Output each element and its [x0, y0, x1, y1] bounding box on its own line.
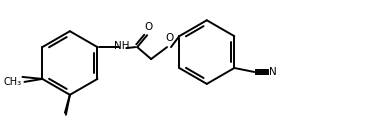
Text: NH: NH [114, 41, 129, 51]
Text: O: O [144, 22, 152, 32]
Text: O: O [165, 33, 173, 43]
Text: CH₃: CH₃ [4, 77, 22, 87]
Text: N: N [269, 67, 277, 77]
